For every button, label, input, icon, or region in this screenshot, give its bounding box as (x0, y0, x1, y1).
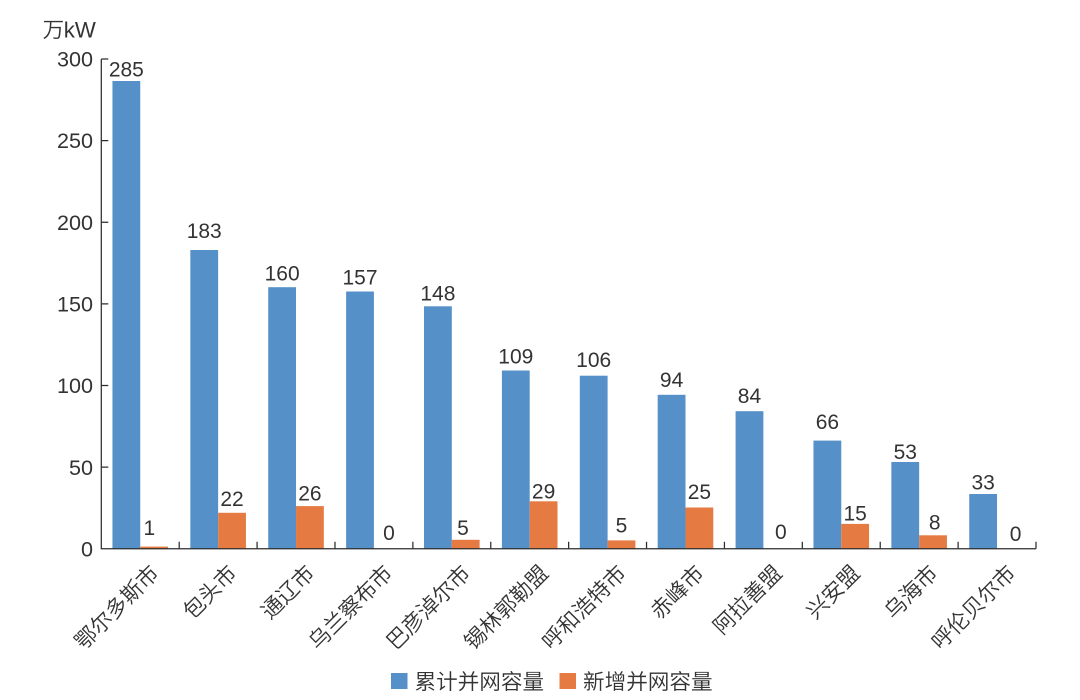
svg-text:0: 0 (775, 521, 787, 544)
svg-text:0: 0 (81, 536, 93, 561)
svg-text:106: 106 (576, 349, 611, 372)
svg-text:25: 25 (688, 481, 711, 504)
svg-text:109: 109 (498, 345, 533, 368)
svg-text:285: 285 (109, 59, 144, 82)
svg-text:8: 8 (929, 512, 941, 535)
svg-text:kW: kW (64, 18, 96, 43)
svg-text:94: 94 (660, 369, 684, 392)
svg-text:22: 22 (220, 488, 243, 511)
svg-text:33: 33 (971, 471, 994, 494)
svg-text:26: 26 (298, 483, 321, 506)
svg-text:0: 0 (383, 522, 395, 545)
svg-text:183: 183 (187, 220, 222, 243)
svg-text:148: 148 (420, 283, 455, 306)
svg-text:200: 200 (57, 210, 93, 235)
svg-text:84: 84 (738, 385, 762, 408)
svg-text:5: 5 (457, 517, 469, 540)
svg-text:1: 1 (144, 517, 156, 540)
svg-text:300: 300 (57, 47, 93, 72)
svg-text:0: 0 (1010, 523, 1022, 546)
svg-text:160: 160 (265, 263, 300, 286)
svg-text:157: 157 (342, 267, 377, 290)
svg-text:5: 5 (616, 515, 628, 538)
svg-text:29: 29 (532, 480, 555, 503)
svg-text:250: 250 (57, 128, 93, 153)
svg-text:100: 100 (57, 373, 93, 398)
svg-text:50: 50 (69, 455, 93, 480)
svg-text:150: 150 (57, 292, 93, 317)
svg-text:66: 66 (816, 411, 839, 434)
svg-text:53: 53 (894, 441, 917, 464)
svg-text:15: 15 (843, 503, 866, 526)
